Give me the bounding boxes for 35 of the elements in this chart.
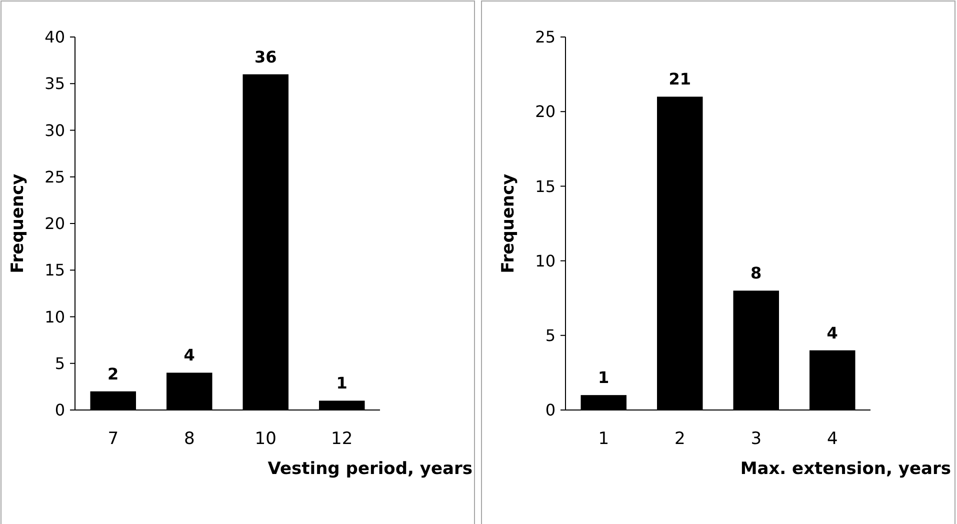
data-label: 8 — [750, 264, 762, 283]
y-tick-label: 5 — [54, 354, 65, 373]
x-tick-label: 8 — [184, 429, 195, 449]
y-tick-label: 25 — [535, 28, 556, 47]
data-label: 4 — [184, 346, 195, 365]
data-label: 1 — [598, 368, 610, 388]
y-tick-label: 0 — [54, 400, 65, 420]
y-tick-label: 40 — [44, 28, 65, 47]
data-label: 1 — [336, 374, 348, 393]
data-label: 36 — [254, 47, 277, 66]
x-axis-title: Max. extension, years — [740, 459, 951, 479]
y-axis-title: Frequency — [498, 174, 518, 274]
y-tick-label: 20 — [535, 102, 556, 122]
x-axis-title: Vesting period, years — [268, 459, 472, 479]
y-axis-title: Frequency — [8, 174, 28, 274]
x-tick-label: 10 — [254, 429, 276, 449]
y-tick-label: 35 — [44, 74, 65, 94]
data-label: 21 — [668, 70, 692, 89]
y-tick-label: 15 — [44, 260, 65, 280]
x-tick-label: 2 — [674, 429, 686, 449]
y-tick-label: 0 — [545, 400, 556, 420]
x-tick-label: 12 — [331, 429, 353, 449]
y-tick-label: 10 — [44, 307, 65, 326]
x-tick-label: 3 — [750, 429, 762, 449]
y-tick-label: 25 — [44, 167, 65, 186]
x-tick-label: 7 — [108, 429, 119, 449]
y-tick-label: 20 — [44, 214, 65, 234]
y-tick-label: 5 — [545, 326, 556, 345]
y-tick-label: 30 — [44, 120, 65, 140]
data-label: 2 — [108, 364, 119, 384]
x-tick-label: 1 — [598, 429, 610, 449]
y-tick-label: 15 — [535, 176, 556, 196]
x-tick-label: 4 — [826, 429, 838, 449]
y-tick-label: 10 — [535, 251, 556, 270]
data-label: 4 — [826, 323, 838, 342]
